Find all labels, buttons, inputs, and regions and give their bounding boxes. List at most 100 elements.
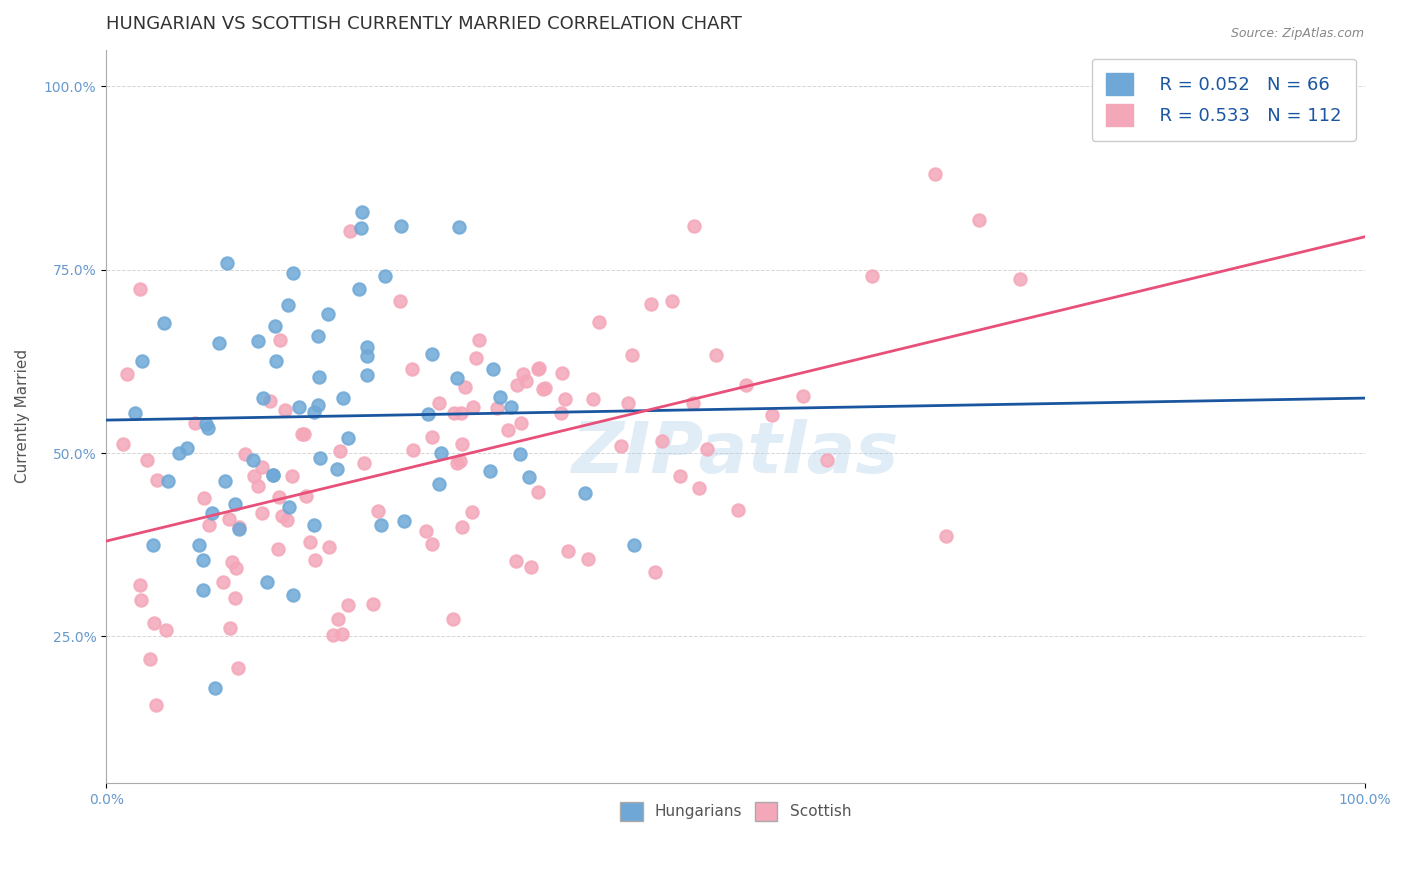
Point <box>176 441 198 455</box>
Point <box>510 416 533 430</box>
Point <box>430 446 453 460</box>
Point <box>224 497 246 511</box>
Point <box>669 469 692 483</box>
Point <box>361 597 384 611</box>
Point <box>534 381 557 395</box>
Point <box>302 518 325 533</box>
Point <box>316 307 339 321</box>
Point <box>350 205 373 219</box>
Point <box>682 396 704 410</box>
Point <box>420 429 443 443</box>
Point <box>792 389 814 403</box>
Point <box>527 361 550 376</box>
Point <box>141 538 163 552</box>
Point <box>198 518 221 533</box>
Point <box>169 446 191 460</box>
Point <box>302 405 325 419</box>
Point <box>112 437 135 451</box>
Point <box>131 354 153 368</box>
Point <box>356 340 378 354</box>
Point <box>215 255 238 269</box>
Point <box>221 555 243 569</box>
Legend: Hungarians, Scottish: Hungarians, Scottish <box>613 796 858 827</box>
Point <box>256 574 278 589</box>
Point <box>420 537 443 551</box>
Point <box>485 401 508 415</box>
Point <box>308 451 330 466</box>
Point <box>574 486 596 500</box>
Point <box>501 401 523 415</box>
Point <box>156 475 179 489</box>
Point <box>418 407 440 421</box>
Point <box>588 315 610 329</box>
Point <box>145 698 167 712</box>
Point <box>347 282 370 296</box>
Point <box>924 167 946 181</box>
Point <box>388 294 411 309</box>
Point <box>468 334 491 348</box>
Point <box>550 406 572 420</box>
Point <box>124 407 146 421</box>
Point <box>498 423 520 437</box>
Point <box>262 468 284 483</box>
Point <box>214 474 236 488</box>
Point <box>554 392 576 407</box>
Point <box>146 473 169 487</box>
Point <box>187 538 209 552</box>
Point <box>135 453 157 467</box>
Point <box>651 434 673 448</box>
Point <box>307 398 329 412</box>
Point <box>520 559 543 574</box>
Point <box>252 392 274 406</box>
Point <box>463 401 485 415</box>
Point <box>506 378 529 392</box>
Point <box>191 553 214 567</box>
Point <box>531 382 554 396</box>
Point <box>246 334 269 349</box>
Point <box>443 406 465 420</box>
Point <box>446 456 468 470</box>
Point <box>465 351 488 365</box>
Point <box>294 489 316 503</box>
Point <box>356 368 378 382</box>
Point <box>233 447 256 461</box>
Point <box>212 575 235 590</box>
Point <box>139 652 162 666</box>
Point <box>307 328 329 343</box>
Point <box>683 219 706 234</box>
Point <box>218 511 240 525</box>
Point <box>292 427 315 442</box>
Point <box>252 506 274 520</box>
Point <box>271 508 294 523</box>
Point <box>337 431 360 445</box>
Point <box>392 514 415 528</box>
Point <box>259 394 281 409</box>
Point <box>191 583 214 598</box>
Point <box>308 370 330 384</box>
Point <box>326 462 349 476</box>
Point <box>224 591 246 605</box>
Point <box>512 367 534 381</box>
Point <box>287 400 309 414</box>
Point <box>449 220 471 235</box>
Point <box>329 444 352 458</box>
Point <box>350 221 373 235</box>
Point <box>401 362 423 376</box>
Point <box>129 592 152 607</box>
Point <box>509 447 531 461</box>
Point <box>450 406 472 420</box>
Point <box>218 621 240 635</box>
Point <box>696 442 718 457</box>
Point <box>283 588 305 602</box>
Point <box>526 484 548 499</box>
Point <box>353 456 375 470</box>
Point <box>427 477 450 491</box>
Point <box>815 452 838 467</box>
Point <box>661 294 683 309</box>
Point <box>969 213 991 227</box>
Point <box>330 626 353 640</box>
Point <box>557 544 579 558</box>
Point <box>283 266 305 280</box>
Point <box>451 520 474 534</box>
Point <box>155 623 177 637</box>
